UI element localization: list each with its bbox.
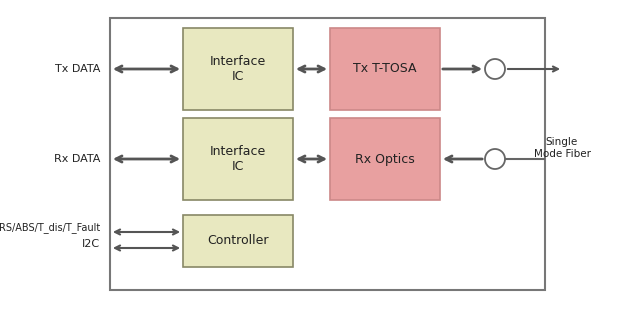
Text: Interface
IC: Interface IC [210,145,266,173]
Text: Interface
IC: Interface IC [210,55,266,83]
Bar [183,28,293,110]
Text: Tx DATA: Tx DATA [55,64,100,74]
Bar [330,118,440,200]
Text: I2C: I2C [82,239,100,249]
Text: Rx DATA: Rx DATA [54,154,100,164]
Text: Controller: Controller [207,235,269,248]
Text: RS/ABS/T_dis/T_Fault: RS/ABS/T_dis/T_Fault [0,222,100,234]
Text: Rx Optics: Rx Optics [355,153,415,166]
Bar [183,118,293,200]
Bar [110,18,545,290]
Bar [183,215,293,267]
Text: Single
Mode Fiber: Single Mode Fiber [534,137,590,159]
Text: Tx T-TOSA: Tx T-TOSA [353,62,417,75]
Bar [330,28,440,110]
